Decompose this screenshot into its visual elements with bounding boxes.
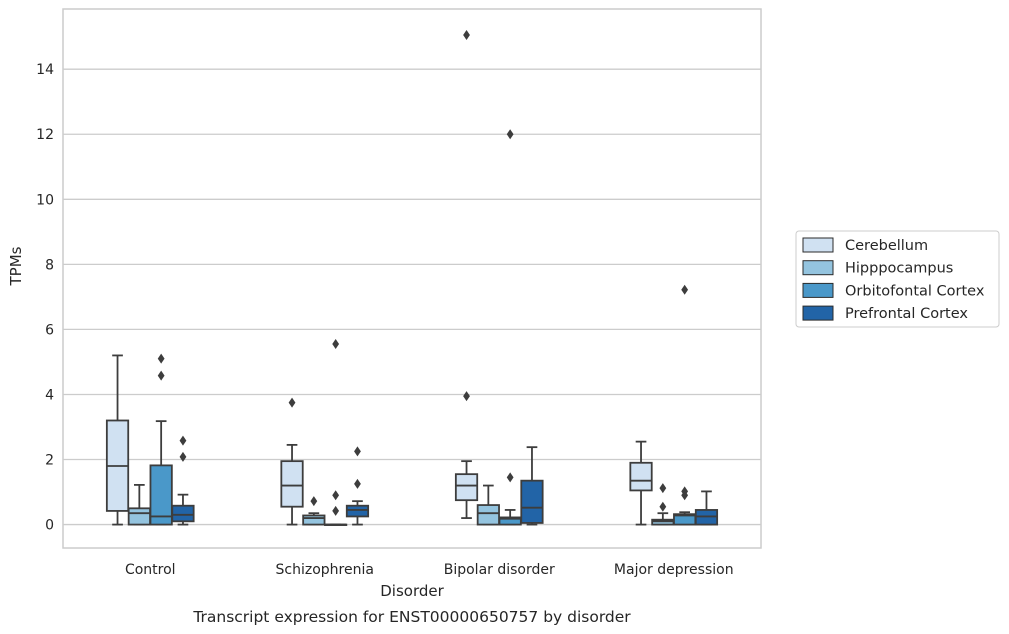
boxes bbox=[105, 30, 719, 526]
iqr-box bbox=[171, 504, 195, 523]
legend-label: Hipppocampus bbox=[845, 261, 953, 277]
box-prefrontal-cortex bbox=[171, 435, 195, 526]
outlier-point bbox=[354, 446, 361, 457]
y-tick-label: 8 bbox=[45, 257, 54, 273]
y-tick-label: 4 bbox=[45, 387, 54, 403]
outlier-point bbox=[681, 486, 689, 497]
x-tick-label: Control bbox=[125, 562, 176, 578]
box-prefrontal-cortex bbox=[345, 446, 370, 526]
x-tick-label: Schizophrenia bbox=[276, 562, 374, 578]
legend-item: Cerebellum bbox=[802, 237, 928, 254]
x-tick-labels: Control Schizophrenia Bipolar disorder Majo… bbox=[125, 562, 734, 578]
outlier-point bbox=[332, 339, 340, 350]
legend-item: Orbitofontal Cortex bbox=[802, 282, 985, 299]
plot-area bbox=[62, 8, 762, 549]
iqr-box bbox=[127, 507, 151, 526]
box-prefrontal-cortex bbox=[694, 490, 719, 526]
legend-label: Prefrontal Cortex bbox=[845, 306, 968, 322]
outlier-point bbox=[157, 370, 165, 381]
y-tick-labels: 0 2 4 6 8 10 12 14 bbox=[36, 62, 54, 533]
box-prefrontal-cortex bbox=[520, 446, 544, 526]
legend-swatch bbox=[802, 260, 834, 276]
legend-frame bbox=[795, 230, 1000, 328]
x-tick-label: Major depression bbox=[614, 562, 734, 578]
outlier-point bbox=[463, 30, 470, 41]
outlier-point bbox=[659, 501, 667, 512]
outlier-point bbox=[310, 496, 318, 507]
legend-swatch bbox=[802, 305, 834, 321]
legend: Cerebellum Hipppocampus Orbitofontal Corte… bbox=[795, 230, 1000, 328]
box-cerebellum bbox=[105, 354, 130, 526]
iqr-box bbox=[345, 504, 370, 518]
box-cerebellum bbox=[280, 397, 304, 526]
box-orbitofontal-cortex bbox=[673, 284, 697, 526]
outlier-point bbox=[681, 284, 689, 295]
outlier-point bbox=[332, 490, 340, 501]
box-cerebellum bbox=[629, 440, 653, 526]
legend-item: Hipppocampus bbox=[802, 260, 953, 277]
outlier-point bbox=[179, 451, 187, 462]
outlier-point bbox=[332, 505, 340, 516]
iqr-box bbox=[302, 514, 326, 526]
box-hipppocampus bbox=[476, 484, 500, 526]
iqr-box bbox=[520, 479, 544, 524]
y-tick-label: 0 bbox=[45, 518, 54, 534]
legend-item: Prefrontal Cortex bbox=[802, 305, 968, 322]
y-tick-label: 12 bbox=[36, 127, 54, 143]
y-tick-label: 14 bbox=[36, 62, 54, 78]
legend-label: Orbitofontal Cortex bbox=[845, 283, 985, 299]
figure-caption: Transcript expression for ENST0000065075… bbox=[192, 608, 631, 626]
box-cerebellum bbox=[454, 30, 479, 519]
legend-swatch bbox=[802, 282, 834, 298]
iqr-box bbox=[454, 473, 479, 502]
outlier-point bbox=[506, 472, 514, 483]
box-hipppocampus bbox=[127, 483, 151, 526]
gridlines bbox=[63, 68, 761, 526]
iqr-box bbox=[149, 464, 173, 526]
box-orbitofontal-cortex bbox=[149, 353, 173, 526]
box-hipppocampus bbox=[302, 496, 326, 526]
box-hipppocampus bbox=[651, 483, 675, 526]
y-tick-label: 10 bbox=[36, 192, 54, 208]
outlier-point bbox=[354, 478, 361, 489]
y-tick-label: 6 bbox=[45, 322, 54, 338]
legend-label: Cerebellum bbox=[845, 238, 928, 254]
outlier-point bbox=[659, 483, 667, 494]
outlier-point bbox=[157, 353, 165, 364]
box-orbitofontal-cortex bbox=[324, 339, 348, 526]
box-orbitofontal-cortex bbox=[498, 129, 522, 526]
outlier-point bbox=[506, 129, 514, 140]
y-tick-label: 2 bbox=[45, 453, 54, 469]
iqr-box bbox=[280, 460, 304, 508]
outlier-point bbox=[463, 391, 470, 402]
x-tick-label: Bipolar disorder bbox=[444, 562, 555, 578]
outlier-point bbox=[179, 435, 187, 446]
y-axis-label: TPMs bbox=[7, 246, 25, 286]
iqr-box bbox=[629, 461, 653, 492]
legend-swatch bbox=[802, 237, 834, 253]
outlier-point bbox=[288, 397, 296, 408]
iqr-box bbox=[476, 504, 500, 526]
x-axis-label: Disorder bbox=[380, 582, 444, 600]
